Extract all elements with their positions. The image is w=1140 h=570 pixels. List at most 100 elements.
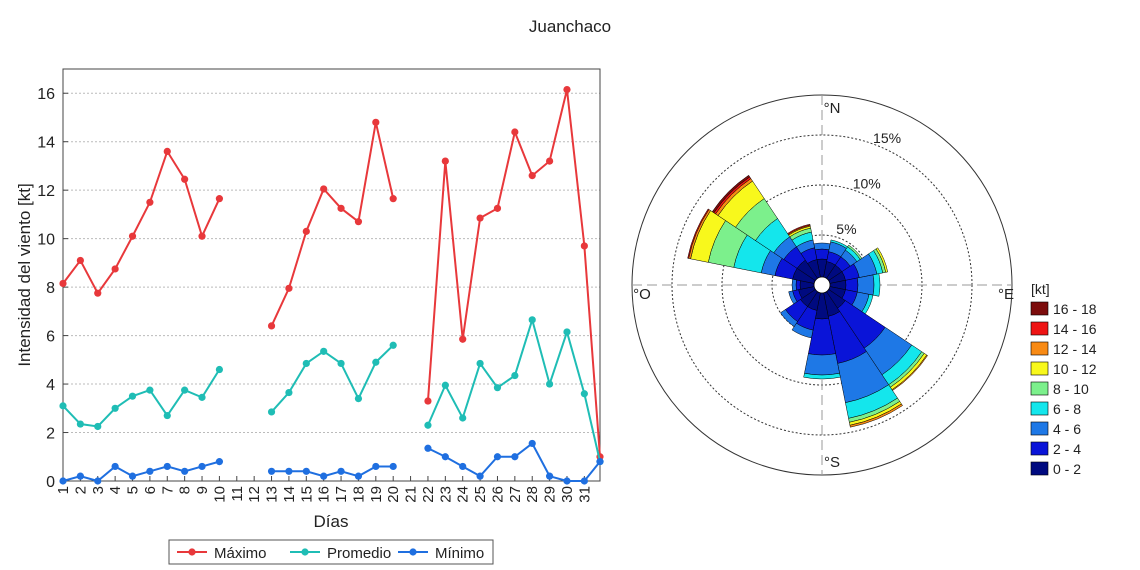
x-tick-label: 4 <box>107 486 124 494</box>
data-point <box>354 395 363 403</box>
data-point <box>493 204 502 212</box>
x-tick-label: 13 <box>264 486 281 503</box>
petal-segment <box>803 372 841 380</box>
petal-S <box>803 284 841 380</box>
legend-marker <box>409 548 417 556</box>
data-point <box>580 242 588 250</box>
data-point <box>302 227 310 235</box>
data-point <box>267 408 276 416</box>
data-point <box>285 388 293 397</box>
data-point <box>441 157 449 165</box>
y-tick-label: 12 <box>37 183 55 200</box>
x-tick-label: 1 <box>55 486 72 494</box>
petal-segment <box>875 247 889 273</box>
line-chart-y-ticks: 0 2 4 6 8 10 12 14 16 <box>37 86 68 491</box>
petal-segment <box>787 223 811 235</box>
data-point <box>459 414 467 422</box>
petal-segment <box>849 403 903 428</box>
direction-label-W: °O <box>633 286 651 303</box>
data-point <box>528 316 536 324</box>
legend-swatch <box>1030 301 1049 316</box>
data-point <box>580 477 588 485</box>
x-tick-label: 20 <box>385 486 402 503</box>
data-point <box>441 453 449 461</box>
petal-W <box>791 278 823 292</box>
petal-segment <box>795 279 801 291</box>
radial-tick-label: 5% <box>836 221 856 237</box>
legend-swatch <box>1030 361 1049 376</box>
wind-rose-legend: [kt]16 - 18 14 - 16 12 - 14 10 - 12 8 - 10 6 … <box>1030 281 1097 477</box>
data-point <box>94 477 102 485</box>
data-point <box>441 381 449 389</box>
data-point <box>94 422 102 431</box>
center-hole <box>813 276 831 294</box>
x-tick-label: 22 <box>420 486 437 503</box>
data-point <box>424 397 432 405</box>
data-point <box>389 341 397 349</box>
data-point <box>76 420 84 428</box>
y-axis-label: Intensidad del viento [kt] <box>15 183 34 366</box>
data-point <box>181 467 189 475</box>
x-tick-label: 17 <box>333 486 350 503</box>
data-point <box>596 458 604 466</box>
data-point <box>111 462 119 471</box>
petal-segment <box>791 278 797 292</box>
x-tick-label: 7 <box>159 486 176 494</box>
legend-label: 0 - 2 <box>1053 461 1081 477</box>
data-point <box>476 214 484 222</box>
legend-swatch <box>1030 321 1049 336</box>
data-point <box>389 462 397 471</box>
data-point <box>493 384 502 392</box>
x-tick-label: 19 <box>368 486 385 503</box>
x-tick-label: 27 <box>507 486 524 503</box>
petal-segment <box>804 353 840 376</box>
x-tick-label: 12 <box>246 486 263 503</box>
figure-title: Juanchaco <box>529 17 611 36</box>
data-point <box>163 411 171 420</box>
legend-label: 6 - 8 <box>1053 401 1081 417</box>
data-point <box>528 439 536 448</box>
data-point <box>59 279 67 288</box>
data-point <box>76 472 84 480</box>
y-tick-label: 16 <box>37 86 55 103</box>
legend-swatch <box>1030 441 1049 456</box>
data-point <box>476 472 484 480</box>
series-line <box>427 441 601 482</box>
x-tick-label: 21 <box>403 486 420 503</box>
data-point <box>59 402 67 410</box>
x-tick-label: 18 <box>350 486 367 503</box>
data-point <box>198 462 206 471</box>
data-point <box>128 392 137 400</box>
radial-tick-label: 10% <box>853 176 881 192</box>
data-point <box>563 328 571 336</box>
data-point <box>146 386 154 394</box>
data-point <box>215 365 224 374</box>
legend-swatch <box>1030 341 1049 356</box>
data-point <box>580 390 588 398</box>
x-tick-label: 24 <box>455 486 472 503</box>
y-tick-label: 0 <box>46 474 55 491</box>
petal-WNW <box>687 208 823 286</box>
data-point <box>285 467 293 475</box>
data-point <box>215 458 224 466</box>
petal-E <box>821 273 881 297</box>
petal-segment <box>780 309 798 327</box>
data-point <box>320 347 328 355</box>
direction-label-N: °N <box>824 100 841 117</box>
legend-label: 12 - 14 <box>1053 341 1097 357</box>
legend-marker <box>301 548 309 556</box>
x-tick-label: 26 <box>489 486 506 503</box>
data-point <box>511 453 519 461</box>
direction-label-E: °E <box>998 286 1014 303</box>
data-point <box>302 359 310 368</box>
line-chart-frame <box>62 68 601 482</box>
data-point <box>337 204 345 212</box>
line-chart-legend: Máximo Promedio Mínimo <box>168 539 494 565</box>
petal-segment <box>711 174 751 214</box>
legend-swatch <box>1030 421 1049 436</box>
series-line <box>427 316 601 462</box>
data-point <box>267 467 276 475</box>
petal-segment <box>857 274 875 296</box>
x-tick-label: 3 <box>90 486 107 494</box>
legend-label: 16 - 18 <box>1053 301 1097 317</box>
